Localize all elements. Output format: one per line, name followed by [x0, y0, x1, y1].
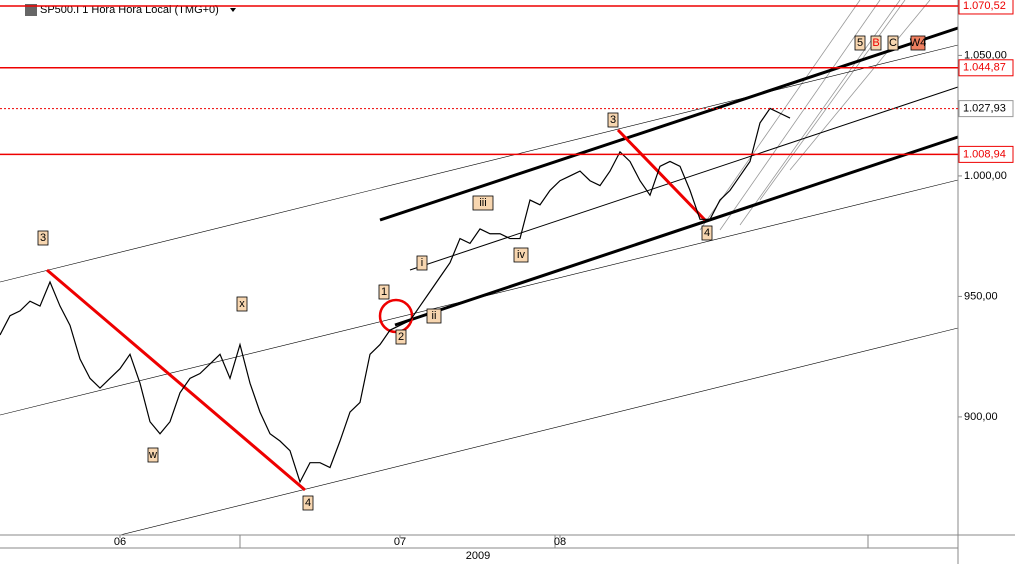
- wave-label: 1: [381, 286, 387, 298]
- wave-label: 4: [704, 227, 710, 239]
- wave-label: B: [872, 37, 879, 49]
- price-line: [0, 107, 791, 484]
- level-label: 1.008,94: [963, 148, 1006, 160]
- channel-lines: [0, 26, 959, 536]
- wave-label: ii: [432, 310, 437, 322]
- level-box: [958, 0, 1014, 15]
- wave-label: iv: [517, 249, 525, 261]
- wave-label: iii: [479, 197, 486, 209]
- wave-label-box: [426, 308, 442, 324]
- symbol-icon[interactable]: [25, 4, 37, 16]
- x-axis-label: 2009: [466, 550, 490, 562]
- wave-label: w: [148, 449, 157, 461]
- wave-label: x: [239, 298, 245, 310]
- level-label: 1.070,52: [963, 0, 1006, 12]
- y-tick-label: 1.000,00: [964, 170, 1007, 182]
- wave-label-box: [37, 230, 49, 246]
- y-tick-label: 900,00: [964, 411, 998, 423]
- wave-label-box: [701, 225, 713, 241]
- wave-label: 4: [305, 497, 311, 509]
- wave-label-box: [887, 35, 899, 51]
- x-tick-label: 08: [554, 536, 566, 548]
- wave-label: 3: [40, 232, 46, 244]
- dropdown-arrow[interactable]: [230, 8, 236, 12]
- wave-label-box: [378, 284, 390, 300]
- wave-label-box: [472, 195, 494, 211]
- wave-label: W4: [910, 37, 927, 49]
- wave-label-box: [236, 296, 248, 312]
- level-label: 1.044,87: [963, 62, 1006, 74]
- x-tick-label: 07: [394, 536, 406, 548]
- wave-label: 2: [398, 331, 404, 343]
- wave-lines: [46, 128, 707, 492]
- wave-label-box: [302, 495, 314, 511]
- wave-label-box: [870, 35, 882, 51]
- wave-label: 3: [610, 114, 616, 126]
- last-price-label: 1.027,93: [963, 103, 1006, 115]
- chart-title[interactable]: SP500.I 1 Hora Hora Local (TMG+0): [40, 4, 219, 16]
- wave-label: 5: [857, 37, 863, 49]
- wave-label: i: [421, 257, 423, 269]
- wave-label-box: [416, 255, 428, 271]
- wave-label-box: [607, 112, 619, 128]
- wave-label-box: [910, 35, 926, 51]
- y-tick-label: 950,00: [964, 290, 998, 302]
- wave-label-box: [147, 447, 159, 463]
- x-tick-label: 06: [114, 536, 126, 548]
- last-price-box: [958, 100, 1014, 118]
- y-tick-label: 1.050,00: [964, 49, 1007, 61]
- wave-label-box: [854, 35, 866, 51]
- level-box: [958, 145, 1014, 163]
- level-box: [958, 59, 1014, 77]
- wave-label-box: [395, 329, 407, 345]
- wave-label: C: [889, 37, 897, 49]
- wave-label-box: [513, 247, 529, 263]
- month-separators: [239, 535, 869, 548]
